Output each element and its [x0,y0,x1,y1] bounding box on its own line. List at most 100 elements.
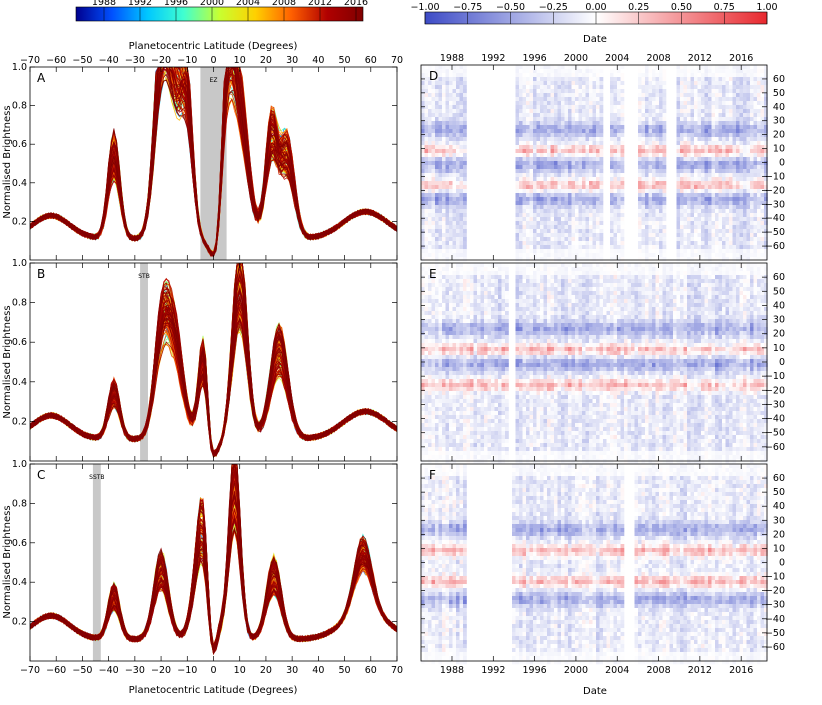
y-tick-label: 30 [773,116,785,127]
heatmap-cell [722,173,726,178]
heatmap-cell [529,249,534,254]
heatmap-cell [554,129,558,134]
heatmap-cell [718,109,723,114]
heatmap-cell [662,141,667,146]
heatmap-cell [760,129,765,134]
heatmap-cell [610,113,614,118]
heatmap-cell [421,173,425,178]
heatmap-cell [582,237,586,242]
heatmap-cell [438,125,443,130]
heatmap-cell [757,101,761,106]
heatmap-cell [715,157,719,162]
heatmap-cell [428,165,432,170]
brightness-profile-line [30,298,397,456]
heatmap-cell [746,137,751,142]
heatmap-cell [435,257,439,262]
heatmap-cell [540,113,544,118]
heatmap-cell [529,125,534,130]
heatmap-cell [463,153,467,158]
heatmap-cell [617,109,621,114]
heatmap-cell [533,229,537,234]
heatmap-cell [522,157,527,162]
heatmap-cell [659,257,663,262]
heatmap-cell [561,173,565,178]
heatmap-cell [568,133,572,138]
heatmap-cell [638,141,642,146]
heatmap-cell [732,165,737,170]
heatmap-cell [424,137,429,142]
heatmap-cell [582,253,586,258]
heatmap-cell [564,77,569,82]
heatmap-cell [561,97,565,102]
heatmap-cell [662,225,667,230]
heatmap-cell [515,253,520,258]
heatmap-cell [578,129,583,134]
heatmap-cell [690,113,695,118]
heatmap-cell [540,241,544,246]
heatmap-cell [704,229,709,234]
heatmap-cell [697,101,702,106]
heatmap-cell [613,113,618,118]
heatmap-cell [578,93,583,98]
brightness-profile-line [30,273,397,456]
heatmap-cell [648,149,653,154]
heatmap-cell [659,65,663,70]
right-colorbar-tick-label: 0.00 [585,2,606,13]
heatmap-cell [743,77,747,82]
heatmap-cell [557,149,562,154]
heatmap-cell [435,217,439,222]
heatmap-cell [757,165,761,170]
heatmap-cell [550,193,555,198]
heatmap-cell [554,133,558,138]
heatmap-cell [452,145,457,150]
heatmap-cell [652,161,656,166]
heatmap-cell [421,141,425,146]
heatmap-cell [431,455,436,460]
heatmap-cell [683,69,688,74]
heatmap-cell [760,249,765,254]
heatmap-cell [676,209,681,214]
heatmap-cell [645,117,649,122]
heatmap-cell [452,327,457,332]
heatmap-cell [680,217,684,222]
heatmap-cell [753,85,758,90]
heatmap-cell [424,443,429,448]
heatmap-cell [620,237,625,242]
heatmap-cell [659,221,663,226]
heatmap-cell [526,185,530,190]
heatmap-cell [690,157,695,162]
heatmap-cell [449,431,453,436]
heatmap-cell [540,205,544,210]
heatmap-cell [564,129,569,134]
heatmap-cell [519,97,523,102]
heatmap-cell [449,137,453,142]
heatmap-cell [599,129,604,134]
heatmap-cell [557,141,562,146]
heatmap-cell [641,89,646,94]
heatmap-cell [690,133,695,138]
heatmap-cell [431,283,436,288]
heatmap-cell [452,73,457,78]
heatmap-cell [690,161,695,166]
heatmap-cell [445,149,450,154]
heatmap-cell [648,177,653,182]
heatmap-cell [431,181,436,186]
heatmap-cell [431,89,436,94]
heatmap-cell [536,245,541,250]
heatmap-cell [519,241,523,246]
heatmap-cell [610,73,614,78]
heatmap-cell [424,217,429,222]
heatmap-cell [620,245,625,250]
heatmap-cell [690,193,695,198]
shaded-band-label: STB [138,273,150,280]
heatmap-cell [592,193,597,198]
heatmap-cell [645,101,649,106]
heatmap-cell [613,137,618,142]
left-colorbar-tick-label: 2008 [272,0,296,8]
heatmap-cell [456,117,460,122]
heatmap-cell [438,311,443,316]
heatmap-cell [746,157,751,162]
brightness-profile-line [30,317,397,455]
heatmap-cell [610,101,614,106]
heatmap-cell [431,411,436,416]
